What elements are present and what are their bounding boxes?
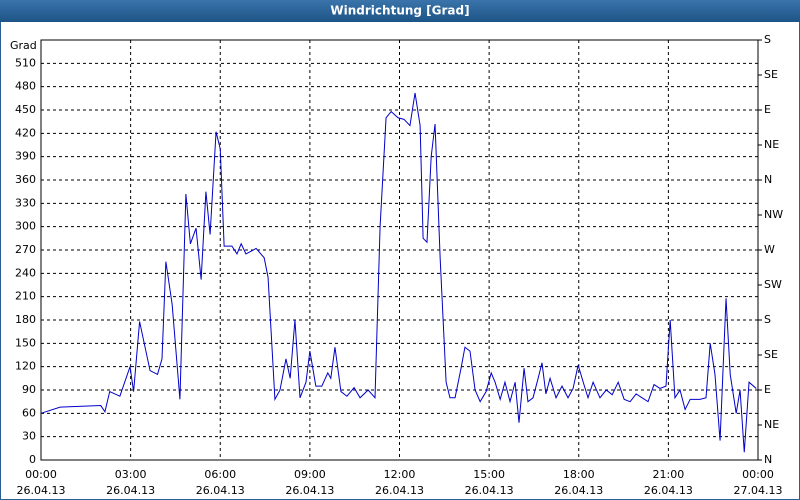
y-tick-label: 510 [15,56,36,69]
data-line [40,92,757,453]
y-tick-label: 60 [22,406,36,419]
y2-tick-label: SE [764,348,778,361]
y2-tick-label: S [764,33,771,46]
y2-tick-label: SW [764,278,782,291]
chart-title: Windrichtung [Grad] [330,4,469,18]
y-tick-label: 270 [15,243,36,256]
x-tick-label: 21:00 [653,468,685,481]
x-tick-date: 27.04.13 [734,484,783,497]
x-tick-date: 26.04.13 [554,484,603,497]
y-tick-label: 90 [22,383,36,396]
x-tick-date: 26.04.13 [196,484,245,497]
y2-tick-label: N [764,173,772,186]
x-tick-date: 26.04.13 [17,484,66,497]
x-tick-label: 00:00 [25,468,57,481]
y2-tick-label: NE [764,138,779,151]
y-tick-label: 180 [15,313,36,326]
x-tick-label: 15:00 [473,468,505,481]
x-tick-date: 26.04.13 [465,484,514,497]
x-tick-date: 26.04.13 [106,484,155,497]
y2-tick-label: SE [764,68,778,81]
y2-tick-label: N [764,453,772,466]
y2-tick-label: NE [764,418,779,431]
y2-tick-label: W [764,243,775,256]
y2-tick-label: S [764,313,771,326]
x-tick-label: 06:00 [204,468,236,481]
y-tick-label: 210 [15,290,36,303]
x-tick-label: 00:00 [742,468,774,481]
x-tick-date: 26.04.13 [285,484,334,497]
y-tick-label: 360 [15,173,36,186]
x-tick-label: 18:00 [563,468,595,481]
x-tick-date: 26.04.13 [375,484,424,497]
y-tick-label: 480 [15,80,36,93]
y-tick-label: 420 [15,126,36,139]
y-tick-label: 240 [15,266,36,279]
title-bar [0,0,800,22]
y-tick-label: 120 [15,360,36,373]
y2-tick-label: E [764,383,771,396]
y-tick-label: 150 [15,336,36,349]
y2-tick-label: E [764,103,771,116]
x-tick-label: 12:00 [384,468,416,481]
y-tick-label: 450 [15,103,36,116]
y-tick-label: 390 [15,150,36,163]
y-tick-label: 300 [15,220,36,233]
x-tick-label: 03:00 [115,468,147,481]
y-tick-label: 30 [22,430,36,443]
y-tick-label: 0 [29,453,36,466]
y2-tick-label: NW [764,208,783,221]
y-tick-label: 330 [15,196,36,209]
x-tick-date: 26.04.13 [644,484,693,497]
y-axis-label: Grad [10,39,37,52]
x-tick-label: 09:00 [294,468,326,481]
